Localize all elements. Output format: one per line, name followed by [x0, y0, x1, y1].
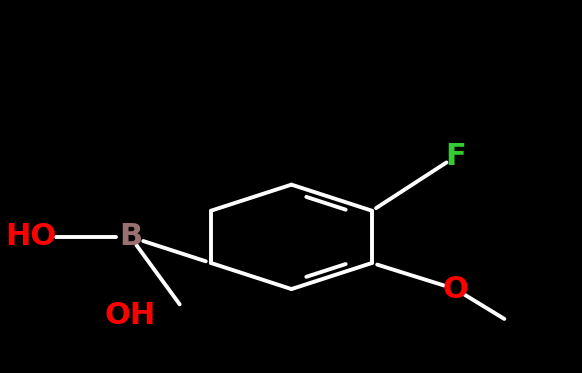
Text: HO: HO: [5, 222, 56, 251]
Text: B: B: [119, 222, 142, 251]
Text: OH: OH: [105, 301, 156, 330]
Text: O: O: [442, 275, 469, 304]
Text: F: F: [445, 142, 466, 171]
